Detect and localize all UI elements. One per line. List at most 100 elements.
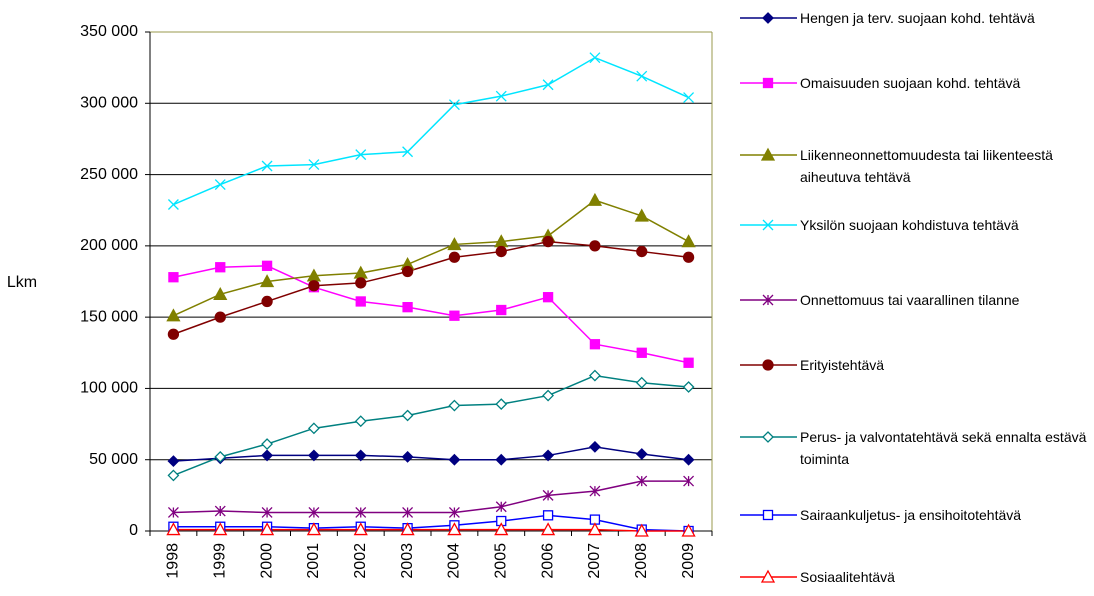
legend-marker	[762, 509, 774, 521]
y-tick-label: 50 000	[89, 451, 138, 468]
marker	[635, 376, 648, 389]
marker	[167, 469, 180, 482]
legend-label: Hengen ja terv. suojaan kohd. tehtävä	[800, 10, 1035, 26]
marker	[307, 449, 320, 462]
y-tick-label: 0	[129, 522, 138, 539]
legend-marker	[760, 569, 776, 583]
marker	[355, 296, 366, 307]
legend-marker	[762, 359, 774, 371]
x-tick-label: 2005	[492, 543, 509, 579]
marker	[213, 522, 228, 536]
y-tick-label: 350 000	[80, 23, 138, 40]
marker	[167, 455, 180, 468]
marker	[682, 453, 695, 466]
marker	[542, 79, 554, 91]
series-line	[173, 265, 689, 364]
marker	[588, 440, 601, 453]
marker	[401, 265, 414, 278]
legend-label: Sairaankuljetus- ja ensihoitotehtävä	[800, 507, 1022, 523]
marker	[447, 237, 462, 251]
marker	[354, 449, 367, 462]
marker	[308, 507, 320, 518]
marker	[166, 522, 181, 536]
marker	[589, 339, 601, 350]
marker	[213, 286, 228, 300]
marker	[636, 347, 647, 358]
marker	[261, 260, 273, 271]
marker	[402, 146, 414, 158]
marker	[214, 179, 226, 191]
y-tick-label: 150 000	[80, 308, 138, 325]
x-tick-label: 2007	[586, 543, 603, 579]
marker	[681, 523, 696, 537]
marker	[306, 522, 322, 536]
marker	[447, 522, 462, 536]
marker	[634, 523, 649, 537]
y-axis-label: Lkm	[7, 274, 37, 291]
marker	[259, 522, 275, 536]
marker	[542, 489, 554, 501]
legend-item	[740, 147, 797, 161]
marker	[214, 450, 227, 463]
legend-item	[740, 569, 797, 583]
marker	[683, 357, 694, 368]
marker	[542, 235, 554, 248]
marker	[494, 522, 509, 536]
legend-item	[740, 77, 797, 89]
legend-label: Omaisuuden suojaan kohd. tehtävä	[800, 75, 1021, 91]
marker	[167, 199, 179, 210]
x-tick-label: 2000	[258, 543, 275, 579]
marker	[587, 192, 603, 206]
marker	[308, 159, 320, 171]
marker	[587, 522, 603, 536]
marker	[214, 311, 226, 323]
marker	[682, 381, 695, 393]
marker	[261, 295, 273, 308]
marker	[589, 485, 601, 497]
x-tick-label: 2009	[680, 543, 697, 579]
marker	[355, 507, 367, 518]
x-tick-label: 2003	[399, 543, 416, 579]
marker	[448, 251, 461, 263]
series-line	[173, 199, 689, 317]
legend-item	[740, 359, 797, 371]
marker	[495, 90, 507, 102]
marker	[261, 160, 273, 172]
legend-label: Perus- ja valvontatehtävä sekä ennalta e…	[800, 429, 1087, 467]
series-line	[173, 528, 689, 532]
marker	[261, 449, 274, 462]
legend-marker	[762, 77, 774, 89]
legend-item	[740, 12, 797, 24]
marker	[353, 522, 368, 536]
marker	[540, 522, 556, 536]
marker	[682, 251, 695, 263]
legend-label: Erityistehtävä	[800, 357, 885, 373]
marker	[634, 208, 649, 222]
marker	[355, 149, 367, 161]
series-line	[173, 446, 689, 462]
marker	[636, 475, 648, 487]
x-tick-label: 2006	[539, 543, 556, 579]
marker	[542, 292, 554, 303]
x-tick-label: 2004	[446, 543, 463, 579]
marker	[448, 99, 460, 111]
marker	[402, 507, 414, 518]
marker	[168, 272, 179, 283]
marker	[448, 453, 461, 466]
legend-item	[740, 294, 797, 306]
marker	[448, 399, 461, 412]
marker	[214, 505, 226, 517]
marker	[495, 245, 507, 258]
marker	[542, 449, 555, 462]
legend-item	[740, 509, 797, 521]
marker	[401, 409, 414, 422]
marker	[636, 245, 648, 258]
marker	[215, 262, 226, 273]
marker	[167, 328, 180, 340]
x-tick-label: 2002	[352, 543, 369, 579]
marker	[166, 308, 181, 322]
series-line	[173, 56, 689, 206]
x-tick-label: 1998	[165, 543, 182, 579]
